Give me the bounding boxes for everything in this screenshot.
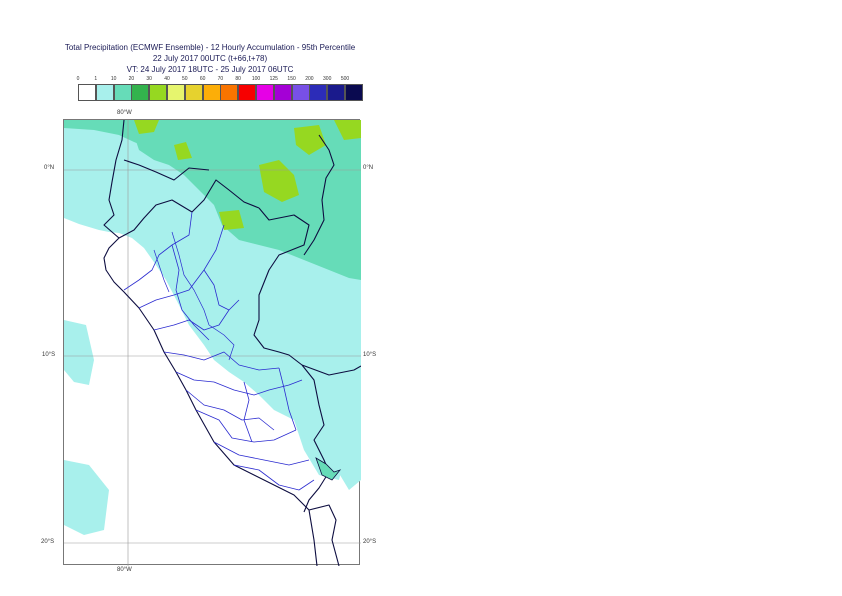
precip-area-heavy-6 (174, 142, 192, 160)
coastline (103, 119, 318, 567)
lon-label-top: 80°W (117, 110, 132, 116)
legend-tick-label: 60 (199, 76, 206, 82)
legend-swatch (149, 84, 168, 101)
legend-tick-label: 125 (269, 76, 278, 82)
precip-area-heavy-1 (259, 160, 299, 202)
legend-tick-label: 100 (251, 76, 261, 82)
chart-subtitle-valid-time: VT: 24 July 2017 18UTC - 25 July 2017 06… (126, 65, 294, 74)
precip-area-heavy-3 (334, 120, 361, 140)
legend-swatch (78, 84, 96, 101)
legend-swatch (238, 84, 257, 101)
legend-tick-label: 10 (110, 76, 117, 82)
lat-label-0-right: 0°N (363, 165, 374, 171)
legend-swatch (184, 84, 203, 101)
legend-swatch (291, 84, 310, 101)
peru-brazil-border (253, 207, 310, 366)
legend-swatch (327, 84, 346, 101)
lat-label-0-left: 0°N (44, 165, 55, 171)
legend-swatch (220, 84, 239, 101)
legend-swatch (95, 84, 114, 101)
precip-area-heavy-4 (219, 210, 244, 230)
precip-area-light-southwest (64, 460, 109, 535)
legend-tick-label: 30 (146, 76, 152, 82)
precip-area-medium (134, 120, 361, 280)
lat-label-20s-right: 20°S (363, 539, 377, 545)
lon-label-bottom: 80°W (117, 567, 132, 573)
precip-area-medium-north (64, 120, 204, 150)
lat-label-10s-left: 10°S (42, 352, 56, 358)
legend-tick-label: 70 (217, 76, 224, 82)
lat-label-10s-right: 10°S (363, 352, 377, 358)
legend-tick-label: 500 (340, 76, 350, 82)
lat-label-20s-left: 20°S (41, 539, 55, 545)
lake-titicaca (315, 457, 342, 481)
rivers (153, 231, 235, 361)
colombia-brazil-border (303, 134, 335, 256)
legend-tick-label: 1 (94, 76, 98, 82)
legend-tick-label: 50 (182, 76, 188, 82)
chart-title: Total Precipitation (ECMWF Ensemble) - 1… (64, 43, 356, 52)
regional-boundaries (123, 211, 315, 491)
legend-tick-label: 300 (323, 76, 332, 82)
precip-area-heavy-2 (294, 125, 326, 155)
peru-bolivia-border (301, 364, 330, 513)
legend-swatch (256, 84, 274, 101)
precip-area-light-west (64, 320, 94, 385)
legend-tick-label: 40 (164, 76, 170, 82)
precip-area-heavy-5 (134, 120, 159, 134)
legend-swatch (202, 84, 221, 101)
ecuador-colombia-border (123, 159, 210, 181)
legend-tick-label: 150 (287, 76, 296, 82)
legend-swatch (167, 84, 185, 101)
legend-swatch (131, 84, 150, 101)
legend-swatch (309, 84, 328, 101)
bolivia-brazil-border (301, 364, 362, 376)
chart-subtitle-base-time: 22 July 2017 00UTC (t+66,t+78) (152, 54, 268, 63)
legend-swatch (273, 84, 292, 101)
legend-tick-label: 0 (76, 76, 80, 82)
precip-field (64, 120, 361, 535)
legend-swatch (345, 84, 363, 101)
map-canvas (64, 119, 362, 567)
precipitation-map (63, 119, 362, 567)
legend-tick-label: 200 (305, 76, 314, 82)
legend-tick-label: 20 (128, 76, 135, 82)
chile-bolivia-border (308, 504, 340, 567)
graticule (64, 120, 361, 566)
legend-swatch (113, 84, 132, 101)
legend-tick-label: 80 (235, 76, 241, 82)
